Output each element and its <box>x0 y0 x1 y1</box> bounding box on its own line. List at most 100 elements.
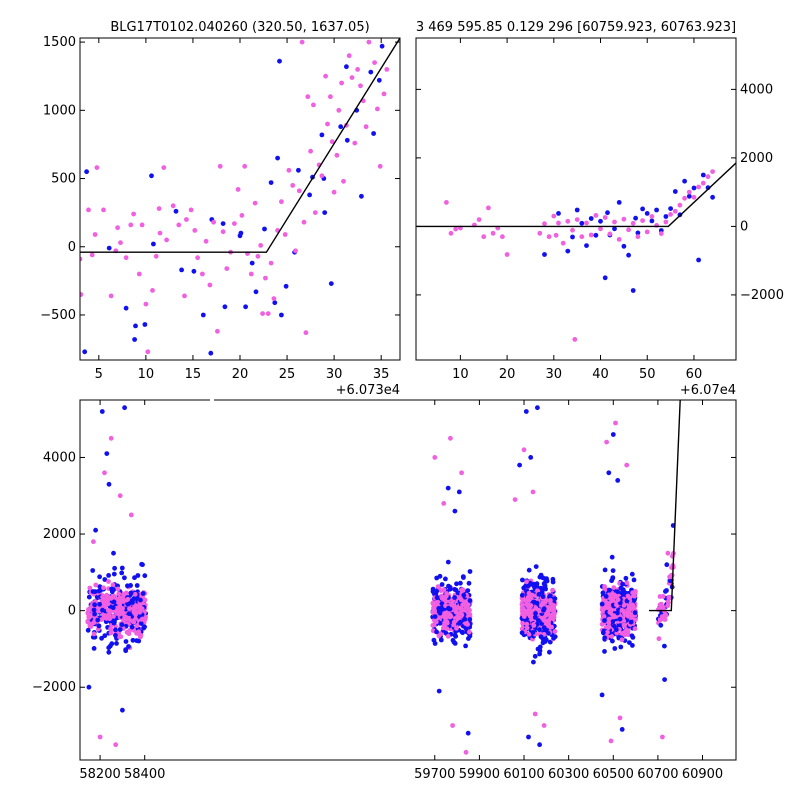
point-blue <box>526 734 531 740</box>
x-offset-label: +6.07e4 <box>680 383 736 398</box>
point-magenta <box>467 612 473 617</box>
point-magenta <box>435 599 441 605</box>
point-magenta <box>521 447 527 453</box>
point-magenta <box>118 240 123 246</box>
point-magenta <box>140 616 145 622</box>
y-tick-label: 4000 <box>43 450 76 465</box>
point-blue <box>439 582 445 587</box>
point-magenta <box>366 39 372 45</box>
point-magenta <box>85 619 91 625</box>
point-blue <box>602 649 607 654</box>
point-magenta <box>100 594 105 600</box>
point-magenta <box>612 219 617 225</box>
point-blue <box>149 173 154 179</box>
point-blue <box>296 167 301 173</box>
point-magenta <box>93 582 99 588</box>
point-blue <box>142 624 147 630</box>
point-blue <box>599 692 605 698</box>
point-magenta <box>372 60 377 65</box>
point-magenta <box>176 222 182 228</box>
point-magenta <box>442 595 448 601</box>
x-tick-label: 50 <box>639 367 656 382</box>
point-blue <box>91 646 97 651</box>
point-magenta <box>665 603 671 609</box>
point-blue <box>111 550 116 556</box>
point-magenta <box>279 199 284 205</box>
point-magenta <box>325 121 330 127</box>
point-magenta <box>157 230 163 236</box>
zoom-left-panel: 5 10 15 20 25 30 35 −500 0 500 1000 1500 +6.073e4 <box>40 35 401 398</box>
point-blue <box>540 594 546 599</box>
point-blue <box>139 561 145 567</box>
point-blue <box>565 248 571 254</box>
point-blue <box>630 288 636 293</box>
point-magenta <box>556 220 561 226</box>
point-blue <box>537 644 543 650</box>
point-blue <box>455 590 461 596</box>
point-magenta <box>220 229 226 235</box>
point-blue <box>104 451 110 456</box>
point-magenta <box>108 626 114 631</box>
point-magenta <box>91 631 97 637</box>
point-blue <box>376 77 382 83</box>
point-magenta <box>444 620 450 626</box>
x-tick-label: 15 <box>185 367 202 382</box>
point-magenta <box>548 605 553 611</box>
point-blue <box>603 594 609 599</box>
point-magenta <box>94 165 100 171</box>
point-magenta <box>660 594 666 599</box>
point-blue <box>135 573 141 578</box>
point-blue <box>117 627 123 632</box>
point-blue <box>533 611 538 616</box>
point-magenta <box>682 195 687 201</box>
point-blue <box>379 43 385 49</box>
point-magenta <box>85 610 91 615</box>
point-blue <box>610 568 616 573</box>
point-magenta <box>355 67 360 72</box>
point-magenta <box>644 229 650 235</box>
point-blue <box>102 633 108 639</box>
point-magenta <box>604 439 609 445</box>
point-magenta <box>616 237 622 242</box>
point-magenta <box>290 183 296 188</box>
point-magenta <box>504 252 510 257</box>
point-magenta <box>184 217 189 222</box>
point-magenta <box>458 597 464 603</box>
point-blue <box>609 554 615 560</box>
point-magenta <box>448 435 453 441</box>
point-blue <box>95 617 101 623</box>
point-magenta <box>435 584 441 589</box>
point-blue <box>619 727 625 732</box>
y-tick-label: 2000 <box>740 151 773 166</box>
point-blue <box>602 567 608 573</box>
point-magenta <box>524 621 530 627</box>
point-magenta <box>622 610 628 616</box>
point-magenta <box>602 215 608 220</box>
point-magenta <box>120 606 125 611</box>
point-blue <box>456 489 462 495</box>
point-blue <box>531 659 536 665</box>
point-magenta <box>459 587 465 592</box>
point-blue <box>593 232 599 238</box>
y-tick-label: −2000 <box>32 680 76 695</box>
point-magenta <box>524 579 529 585</box>
y-tick-label: −2000 <box>740 288 784 303</box>
point-blue <box>437 620 443 626</box>
point-magenta <box>672 208 678 214</box>
point-magenta <box>615 597 621 603</box>
point-blue <box>371 131 376 136</box>
point-magenta <box>305 94 311 100</box>
point-blue <box>467 598 473 603</box>
point-blue <box>96 623 102 629</box>
point-blue <box>434 575 440 581</box>
point-magenta <box>101 207 106 213</box>
point-blue <box>447 584 453 590</box>
x-tick-label: 5 <box>95 367 103 382</box>
point-blue <box>275 155 280 161</box>
point-magenta <box>572 337 578 342</box>
point-magenta <box>614 602 619 608</box>
point-magenta <box>132 591 138 597</box>
axes-frame <box>79 37 401 361</box>
point-blue <box>86 594 92 600</box>
point-magenta <box>537 230 543 236</box>
